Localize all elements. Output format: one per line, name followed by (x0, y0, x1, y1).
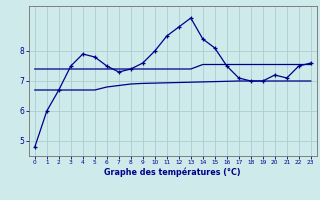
X-axis label: Graphe des températures (°C): Graphe des températures (°C) (105, 168, 241, 177)
